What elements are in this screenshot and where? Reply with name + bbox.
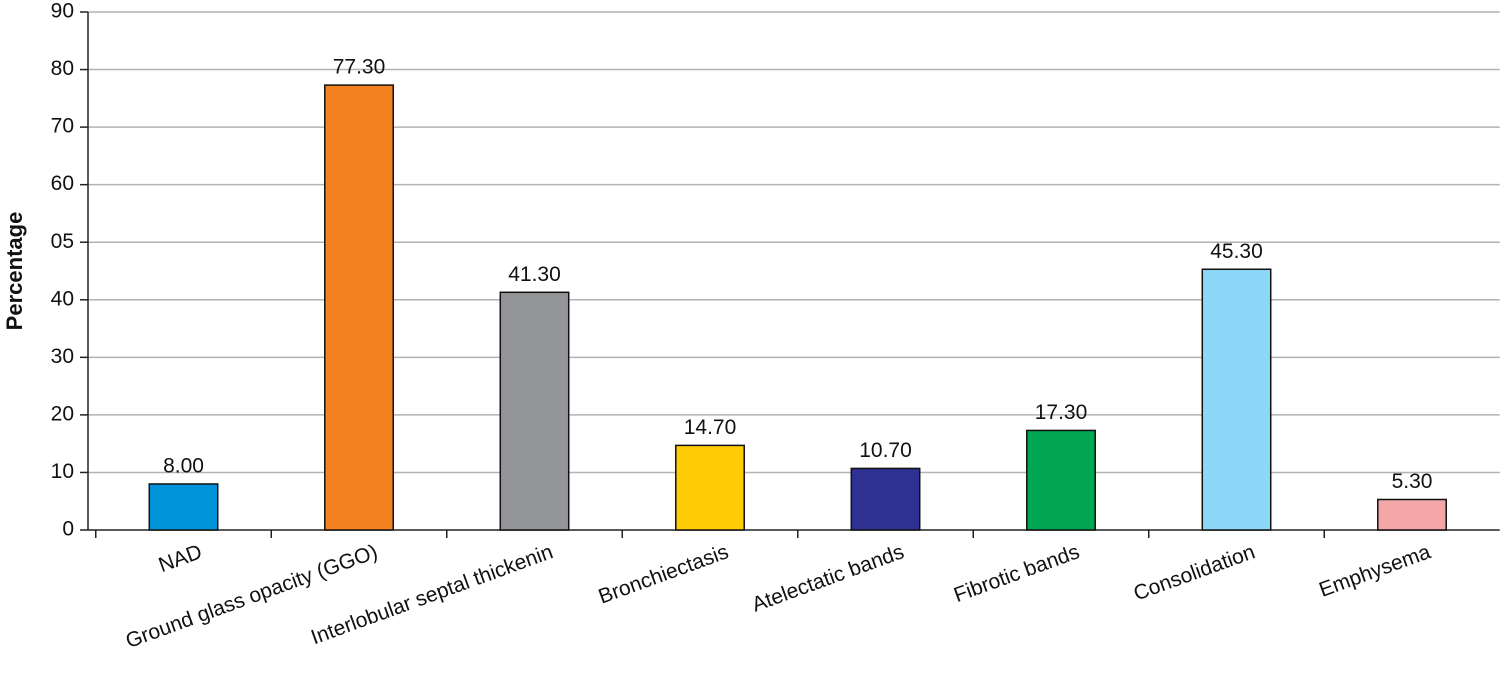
x-tick-label: Fibrotic bands — [951, 540, 1083, 607]
value-label: 77.30 — [333, 56, 386, 79]
y-tick-label: 40 — [51, 287, 74, 310]
bar — [148, 483, 219, 531]
y-tick-label: 60 — [51, 172, 74, 195]
y-tick-label: 10 — [51, 460, 74, 483]
bar — [324, 84, 394, 531]
y-tick-label: 0 — [62, 518, 74, 541]
x-tick-label: Atelectatic bands — [749, 540, 907, 616]
x-tick-label: NAD — [156, 540, 206, 577]
x-tick-label: Consolidation — [1131, 540, 1258, 605]
value-label: 8.00 — [163, 455, 204, 478]
bar — [1377, 498, 1447, 531]
x-tick-label: Bronchiectasis — [595, 540, 731, 608]
value-label: 10.70 — [859, 439, 912, 462]
bar — [1201, 268, 1272, 531]
bar — [675, 444, 745, 531]
y-axis-label: Percentage — [2, 212, 27, 331]
y-tick-label: 20 — [51, 402, 74, 425]
y-tick-label: 90 — [51, 0, 74, 23]
y-tick-label: 70 — [51, 115, 74, 138]
bar — [499, 291, 570, 531]
value-label: 45.30 — [1210, 240, 1263, 263]
bar — [1026, 429, 1096, 531]
value-label: 14.70 — [684, 416, 737, 439]
x-tick-label: Emphysema — [1316, 540, 1434, 602]
y-tick-label: 30 — [51, 345, 74, 368]
bar — [850, 467, 921, 531]
value-label: 5.30 — [1392, 470, 1433, 493]
value-label: 41.30 — [508, 263, 561, 286]
y-tick-label: 80 — [51, 57, 74, 80]
y-tick-label: 05 — [51, 230, 74, 253]
value-label: 17.30 — [1035, 401, 1088, 424]
